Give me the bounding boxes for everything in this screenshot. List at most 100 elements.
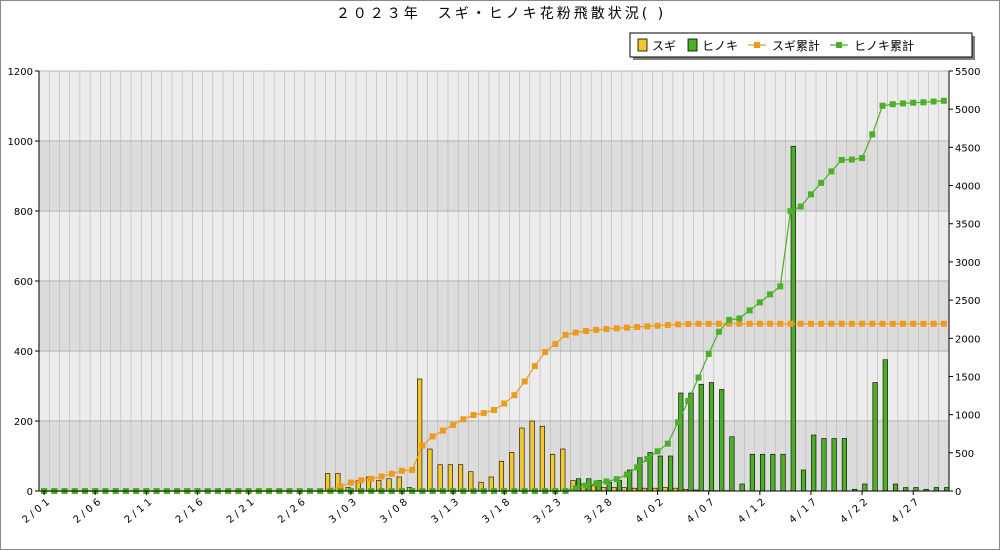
- marker-sugi-cumulative: [348, 480, 354, 486]
- marker-hinoki-cumulative: [757, 299, 763, 305]
- marker-hinoki-cumulative: [777, 283, 783, 289]
- marker-sugi-cumulative: [460, 416, 466, 422]
- marker-sugi-cumulative: [419, 443, 425, 449]
- marker-sugi-cumulative: [542, 349, 548, 355]
- marker-sugi-cumulative: [869, 321, 875, 327]
- x-tick-label: 4 / 2 7: [890, 497, 922, 526]
- right-tick-label: 3000: [955, 258, 980, 269]
- marker-sugi-cumulative: [757, 321, 763, 327]
- x-tick-label: 2 / 0 1: [20, 497, 52, 526]
- bar-sugi: [530, 421, 535, 491]
- marker-sugi-cumulative: [747, 321, 753, 327]
- bar-hinoki: [893, 484, 898, 491]
- bar-sugi: [448, 465, 453, 491]
- bar-hinoki: [903, 488, 908, 492]
- bar-hinoki: [811, 435, 816, 491]
- bar-sugi: [438, 465, 443, 491]
- plot-band: [39, 281, 949, 351]
- marker-sugi-cumulative: [685, 321, 691, 327]
- marker-sugi-cumulative: [839, 321, 845, 327]
- bar-hinoki: [791, 146, 796, 491]
- legend-label: スギ: [652, 39, 676, 53]
- marker-hinoki-cumulative: [583, 483, 589, 489]
- bar-sugi: [663, 488, 668, 492]
- marker-hinoki-cumulative: [644, 456, 650, 462]
- right-tick-label: 0: [955, 487, 961, 498]
- left-tick-label: 200: [14, 417, 33, 428]
- x-tick-label: 4 / 2 2: [838, 497, 870, 526]
- x-tick-label: 3 / 1 8: [481, 497, 513, 526]
- bar-sugi: [622, 488, 627, 492]
- bar-sugi: [417, 379, 422, 491]
- x-tick-label: 2 / 2 1: [225, 497, 257, 526]
- marker-sugi-cumulative: [511, 392, 517, 398]
- legend-label: スギ累計: [772, 38, 820, 53]
- left-tick-label: 400: [14, 347, 33, 358]
- marker-sugi-cumulative: [563, 332, 569, 338]
- bar-hinoki: [944, 488, 949, 492]
- bar-hinoki: [842, 439, 847, 492]
- marker-sugi-cumulative: [767, 321, 773, 327]
- bar-sugi: [561, 449, 566, 491]
- marker-sugi-cumulative: [501, 401, 507, 407]
- marker-sugi-cumulative: [665, 322, 671, 328]
- marker-hinoki-cumulative: [931, 99, 937, 105]
- bar-hinoki: [668, 456, 673, 491]
- marker-sugi-cumulative: [655, 323, 661, 329]
- chart-title: ２０２３年 スギ・ヒノキ花粉飛散状況( ): [336, 6, 666, 22]
- bar-hinoki: [658, 456, 663, 491]
- legend-swatch-hinoki: [688, 39, 697, 51]
- right-tick-label: 2000: [955, 334, 980, 345]
- marker-hinoki-cumulative: [614, 476, 620, 482]
- right-tick-label: 4500: [955, 143, 980, 154]
- marker-sugi-cumulative: [573, 330, 579, 336]
- marker-sugi-cumulative: [522, 378, 528, 384]
- legend-marker-hinoki-cumulative: [836, 42, 842, 48]
- right-tick-label: 3500: [955, 220, 980, 231]
- marker-sugi-cumulative: [859, 321, 865, 327]
- x-tick-label: 4 / 0 2: [634, 497, 666, 526]
- marker-sugi-cumulative: [634, 324, 640, 330]
- bar-hinoki: [781, 454, 786, 491]
- x-tick-label: 3 / 0 8: [378, 497, 410, 526]
- marker-sugi-cumulative: [368, 476, 374, 482]
- marker-hinoki-cumulative: [941, 98, 947, 104]
- marker-hinoki-cumulative: [880, 103, 886, 109]
- bar-sugi: [540, 426, 545, 491]
- x-tick-label: 4 / 0 7: [685, 497, 717, 526]
- marker-hinoki-cumulative: [839, 157, 845, 163]
- marker-hinoki-cumulative: [808, 191, 814, 197]
- marker-sugi-cumulative: [777, 321, 783, 327]
- legend-label: ヒノキ累計: [854, 38, 914, 53]
- marker-sugi-cumulative: [532, 363, 538, 369]
- bar-hinoki: [771, 454, 776, 491]
- right-tick-label: 5500: [955, 67, 980, 78]
- marker-sugi-cumulative: [409, 467, 415, 473]
- marker-hinoki-cumulative: [859, 155, 865, 161]
- marker-sugi-cumulative: [614, 325, 620, 331]
- bar-sugi: [509, 453, 514, 492]
- plot-bands: [39, 71, 949, 491]
- bar-hinoki: [934, 488, 939, 492]
- marker-sugi-cumulative: [644, 323, 650, 329]
- marker-sugi-cumulative: [706, 321, 712, 327]
- bar-hinoki: [873, 383, 878, 492]
- marker-hinoki-cumulative: [767, 291, 773, 297]
- bar-hinoki: [801, 470, 806, 491]
- marker-sugi-cumulative: [481, 410, 487, 416]
- bar-hinoki: [719, 390, 724, 492]
- x-tick-label: 3 / 0 3: [327, 497, 359, 526]
- plot-band: [39, 141, 949, 211]
- marker-sugi-cumulative: [552, 341, 558, 347]
- legend: スギヒノキスギ累計ヒノキ累計: [630, 33, 975, 60]
- right-tick-label: 1500: [955, 372, 980, 383]
- left-tick-label: 1200: [8, 67, 33, 78]
- left-tick-label: 0: [27, 487, 33, 498]
- marker-hinoki-cumulative: [675, 419, 681, 425]
- marker-hinoki-cumulative: [685, 398, 691, 404]
- bar-hinoki: [832, 439, 837, 492]
- marker-hinoki-cumulative: [910, 100, 916, 106]
- bar-sugi: [601, 488, 606, 492]
